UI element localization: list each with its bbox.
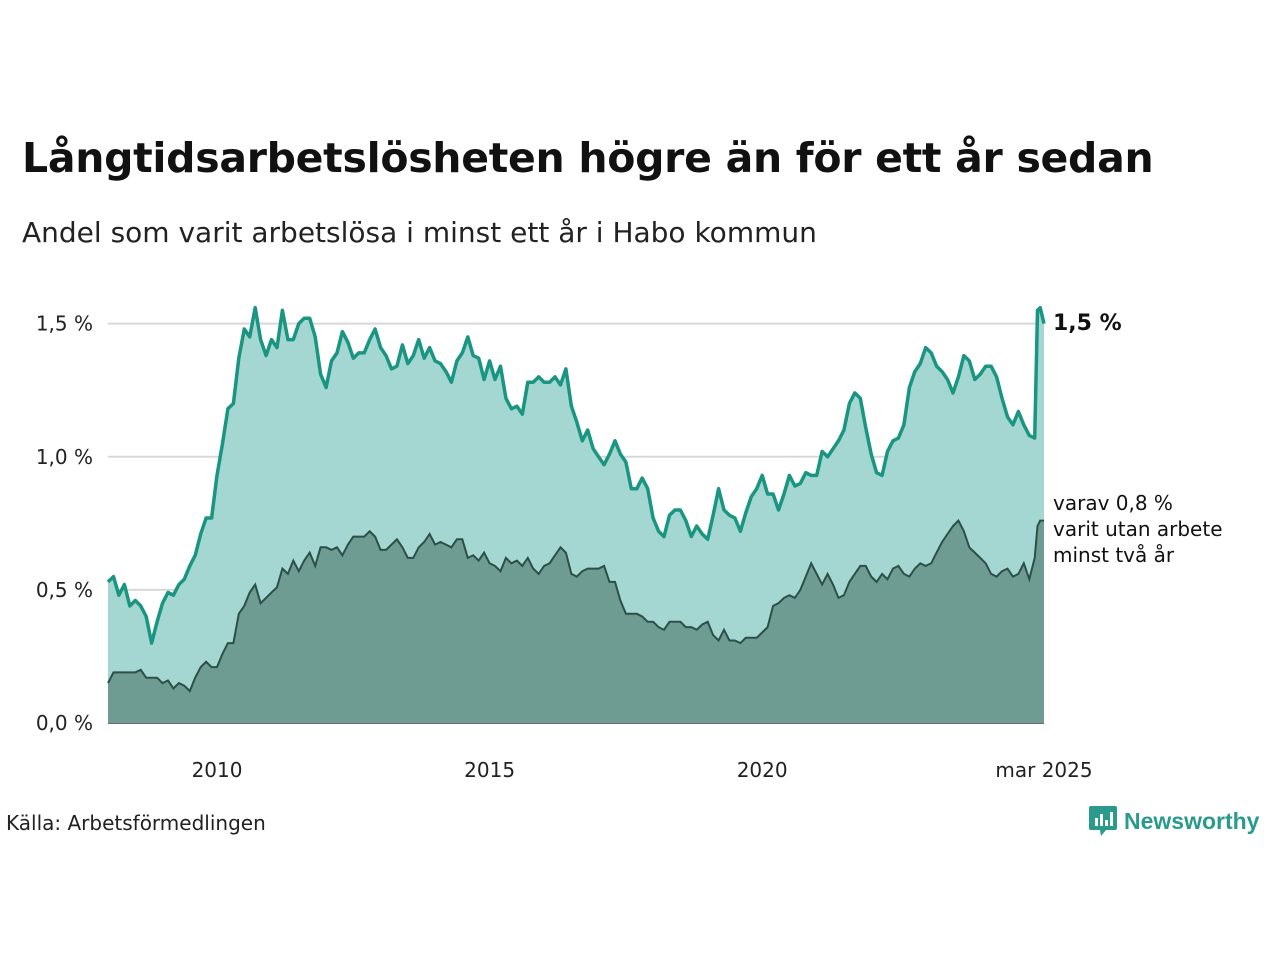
chart-subtitle: Andel som varit arbetslösa i minst ett å… [22, 216, 817, 249]
y-tick-label: 0,0 % [36, 711, 93, 735]
y-tick-label: 0,5 % [36, 578, 93, 602]
y-tick-label: 1,0 % [36, 445, 93, 469]
line-minst-ett-ar [106, 305, 1046, 645]
brand-name: Newsworthy [1124, 807, 1260, 834]
chart-lines [106, 305, 1046, 693]
axis-labels: 0,0 % 0,5 % 1,0 % 1,5 % 2010 2015 2020 mar 2025 [36, 312, 1093, 782]
brand-logo[interactable]: Newsworthy [1088, 804, 1259, 838]
x-tick-label: 2010 [192, 758, 243, 782]
sub-series-label: varit utan arbete [1053, 517, 1223, 541]
x-tick-label: mar 2025 [995, 758, 1092, 782]
line-minst-tva-ar [107, 518, 1044, 693]
chart-title: Långtidsarbetslösheten högre än för ett … [22, 134, 1154, 182]
end-value-label: 1,5 % [1053, 311, 1122, 336]
area-minst-tva-ar [108, 520, 1044, 723]
x-tick-label: 2020 [737, 758, 788, 782]
newsworthy-logo-icon [1089, 806, 1117, 836]
x-tick-label: 2015 [464, 758, 515, 782]
sub-series-label: minst två år [1053, 543, 1175, 567]
source-note: Källa: Arbetsförmedlingen [6, 811, 266, 835]
y-tick-label: 1,5 % [36, 312, 93, 336]
sub-series-label: varav 0,8 % [1053, 491, 1173, 515]
chart-areas [108, 307, 1044, 723]
